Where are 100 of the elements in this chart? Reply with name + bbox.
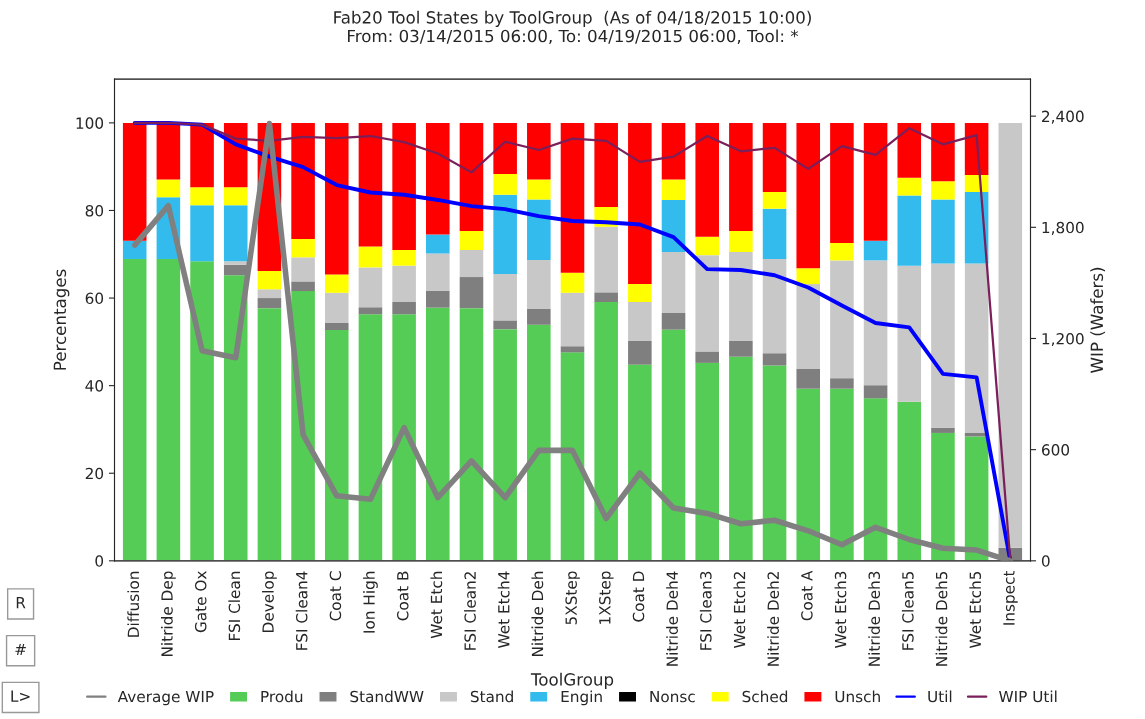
bar	[762, 208, 787, 260]
x-tick-label: Coat B	[396, 571, 409, 621]
bar	[695, 236, 719, 256]
bar	[863, 398, 888, 561]
text: L>	[11, 690, 30, 702]
bar	[796, 388, 821, 561]
bar	[796, 284, 821, 369]
bar	[863, 385, 888, 399]
bar	[324, 122, 349, 275]
bar	[695, 351, 719, 363]
x-tick-label: Wet Etch5	[969, 571, 982, 648]
bar	[392, 314, 416, 561]
bar	[392, 249, 416, 266]
bar	[594, 292, 618, 302]
bar	[426, 122, 450, 235]
bar	[594, 122, 618, 207]
bar	[830, 260, 854, 379]
x-tick-label: Wet Etch	[430, 571, 443, 639]
bar	[190, 187, 214, 206]
bar	[426, 290, 450, 308]
bar	[762, 259, 787, 354]
x-tick-label: FSI Clean4	[295, 571, 308, 650]
legend-label: Util	[928, 690, 952, 703]
bar	[964, 436, 989, 561]
y2-tick-label: 2,400	[1042, 110, 1084, 124]
bar	[628, 364, 652, 561]
bar	[358, 267, 383, 308]
y-tick-label: 80	[85, 204, 104, 217]
bar	[830, 388, 854, 561]
bar	[459, 277, 484, 309]
bar	[695, 255, 719, 352]
x-axis-title: ToolGroup	[530, 672, 614, 689]
bar	[426, 234, 450, 254]
text: R	[16, 597, 26, 609]
bar	[426, 307, 450, 561]
x-tick-label: Wet Etch3	[834, 571, 847, 648]
bar	[223, 187, 248, 206]
bar	[392, 122, 416, 250]
bar	[560, 346, 585, 353]
bar	[897, 265, 922, 402]
x-tick-label: FSI Clean	[228, 571, 241, 640]
chart-title: Fab20 Tool States by ToolGroup (As of 04/18/2015 10:00)	[334, 10, 811, 27]
bar	[223, 275, 248, 561]
bar	[863, 122, 888, 241]
bar	[459, 122, 484, 232]
x-tick-label: Nitride Deh5	[935, 571, 948, 666]
bar	[931, 432, 955, 561]
bar	[291, 281, 315, 292]
bar	[796, 268, 821, 285]
bar	[223, 205, 248, 262]
legend-label: Stand	[470, 690, 513, 703]
bar	[931, 263, 955, 428]
bar	[897, 177, 922, 196]
bar	[493, 273, 517, 321]
bar	[628, 122, 652, 285]
bar	[560, 122, 585, 273]
bar	[324, 292, 349, 324]
x-tick-label: FSI Clean5	[901, 571, 914, 650]
bar	[527, 259, 551, 310]
bar	[122, 122, 147, 241]
x-tick-label: Nitride Deh3	[868, 571, 881, 666]
y-tick-label: 40	[85, 380, 104, 392]
bar	[190, 122, 214, 188]
y-tick-label: 20	[85, 467, 104, 480]
bar	[527, 309, 551, 325]
bar	[762, 353, 787, 366]
bar	[426, 253, 450, 291]
bar	[661, 329, 686, 561]
bar	[897, 122, 922, 178]
bar	[392, 302, 416, 315]
y2-axis-title: WIP (Wafers)	[1090, 267, 1106, 373]
bar	[796, 369, 821, 389]
x-tick-label: Nitride Deh2	[767, 572, 779, 666]
legend-label: Unsch	[835, 690, 880, 703]
y2-tick-label: 1,200	[1042, 332, 1084, 347]
x-tick-label: Ion High	[363, 571, 378, 633]
y-tick-label: 100	[76, 117, 104, 129]
x-tick-label: Inspect	[1003, 570, 1018, 625]
bar	[527, 179, 551, 200]
bar	[493, 194, 517, 274]
legend-label: Produ	[261, 690, 303, 703]
bar	[762, 192, 787, 209]
legend-label: Engin	[561, 690, 602, 706]
x-tick-label: 5XStep	[565, 571, 580, 625]
x-tick-label: Coat A	[801, 570, 813, 621]
bar	[527, 199, 551, 260]
bar	[358, 307, 383, 315]
bar	[257, 298, 282, 309]
x-tick-label: FSI Clean3	[699, 571, 712, 650]
bar	[729, 356, 753, 561]
bar	[156, 122, 181, 180]
bar	[830, 242, 854, 261]
bar	[863, 240, 888, 261]
bar	[931, 181, 955, 200]
bar	[594, 226, 618, 293]
bar	[560, 272, 585, 293]
legend-label: Average WIP	[117, 690, 214, 706]
bar	[729, 231, 753, 253]
bar	[695, 122, 719, 237]
x-tick-label: Gate Ox	[194, 571, 207, 633]
